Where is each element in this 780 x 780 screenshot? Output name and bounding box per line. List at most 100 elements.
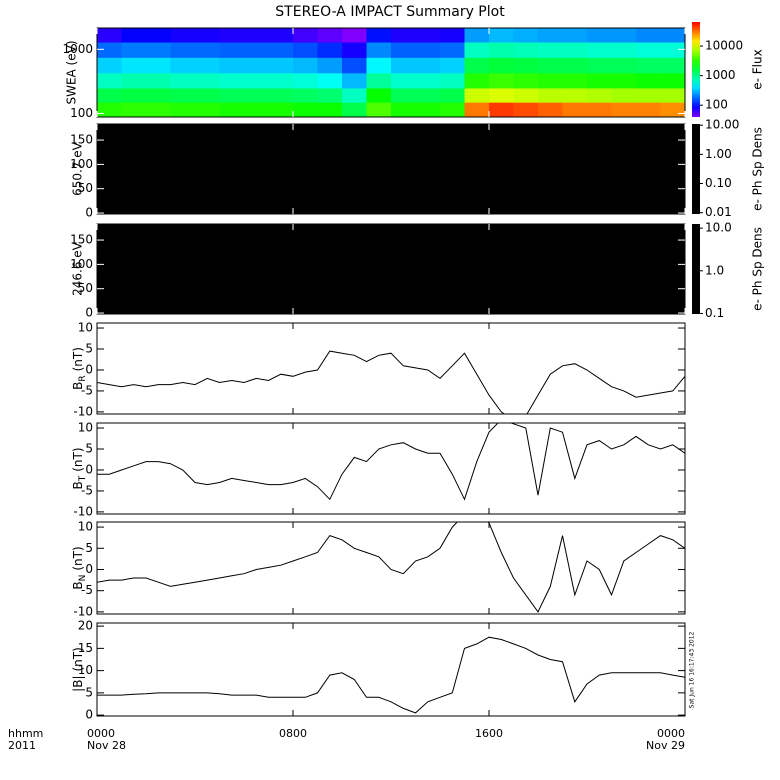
spectrogram-cell [636,87,661,103]
spectrogram-cell [121,72,147,89]
y-tick-label: -10 [73,404,93,418]
spectrogram-cell [538,28,563,43]
panel-frame [96,322,686,415]
spectrogram-cell [489,102,514,117]
colorbar [692,124,700,214]
y-tick-label: 10 [78,663,93,677]
spectrogram-cell [170,87,196,103]
spectrogram-cell [440,72,465,89]
label-unit: (nT) [71,647,85,671]
colorbar-tick-label: 1.00 [705,147,732,161]
spectrogram-cell [121,57,147,74]
spectrogram-cell [538,87,563,103]
panel-4 [97,423,685,501]
spectrogram-cell [660,87,685,103]
y-tick-label: 5 [85,342,93,356]
y-tick-label: 1000 [62,42,93,56]
spectrogram-cell [170,102,196,117]
spectrogram-cell [562,102,588,117]
spectrogram-cell [146,28,171,43]
field-line [97,636,685,714]
spectrogram-cell [660,42,685,58]
spectrogram-cell [317,42,343,58]
panel-frame [96,123,686,215]
spectrogram-cell [415,102,441,117]
spectrogram-cell [513,28,539,43]
y-axis-label: 650.7 eV [71,141,85,196]
y-tick-label: 50 [78,281,93,295]
spectrogram-cell [415,57,441,74]
spectrogram-cell [611,72,637,89]
colorbar-label: e- Flux [751,49,765,89]
y-tick-label: -5 [81,383,93,397]
label-sub: N [78,575,88,582]
spectrogram-cell [440,57,465,74]
label-main: B [71,481,85,489]
spectrogram-cell [146,57,171,74]
y-tick-label: 0 [85,708,93,722]
spectrogram-cell [366,102,392,117]
spectrogram-cell [513,72,539,89]
spectrogram-cell [366,87,392,103]
y-tick-label: -5 [81,483,93,497]
y-tick-label: 10 [78,421,93,435]
spectrogram-cell [464,57,490,74]
spectrogram-cell [562,57,588,74]
colorbar [692,22,700,117]
spectrogram-cell [195,57,220,74]
y-tick-label: 100 [70,106,93,120]
spectrogram-cell [244,28,269,43]
spectrogram-cell [611,28,637,43]
spectrogram-cell [97,28,122,43]
spectrogram-cell [342,87,367,103]
spectrogram-cell [293,72,318,89]
spectrogram-cell [611,57,637,74]
colorbar [692,224,700,314]
panel-frame [96,622,686,717]
spectrogram-cell [562,42,588,58]
spectrogram-cell [293,57,318,74]
y-tick-label: 5 [85,442,93,456]
axis-row-label: hhmm [8,727,43,740]
panel-6 [97,636,685,714]
spectrogram-cell [268,57,294,74]
y-tick-label: 0 [85,362,93,376]
y-tick-label: 20 [78,619,93,633]
y-tick-label: 0 [85,206,93,220]
spectrogram-cell [489,87,514,103]
spectrogram-cell [121,102,147,117]
label-unit: (nT) [71,347,85,371]
label-main: |B| [71,675,85,691]
y-tick-label: 50 [78,181,93,195]
y-tick-label: 100 [70,157,93,171]
y-tick-label: 5 [85,685,93,699]
colorbar-tick-label: 10.00 [705,118,739,132]
label-unit: (nT) [71,447,85,471]
spectrogram-cell [660,102,685,117]
spectrogram-cell [464,28,490,43]
colorbar-tick-label: 0.01 [705,205,732,219]
x-tick-label: 1600 [475,727,503,740]
colorbar-tick-label: 100 [705,98,728,112]
spectrogram-cell [219,102,245,117]
spectrogram-cell [366,57,392,74]
label-unit: (nT) [71,546,85,570]
panel-1 [97,124,685,214]
y-axis-label: BN (nT) [71,546,88,589]
spectrogram-cell [195,42,220,58]
spectrogram-cell [636,102,661,117]
panel-frame [96,27,686,118]
spectrogram-cell [121,28,147,43]
spectrogram-cell [391,102,416,117]
panel-5 [97,522,685,613]
spectrogram-cell [587,102,612,117]
spectrogram-cell [538,42,563,58]
spectrogram-cell [464,42,490,58]
colorbar-label: e- Ph Sp Dens [751,127,765,211]
panel-3 [97,350,685,414]
field-line [97,423,685,501]
y-tick-label: 0 [85,306,93,320]
spectrogram-cell [391,42,416,58]
y-axis-label: BT (nT) [71,447,88,489]
